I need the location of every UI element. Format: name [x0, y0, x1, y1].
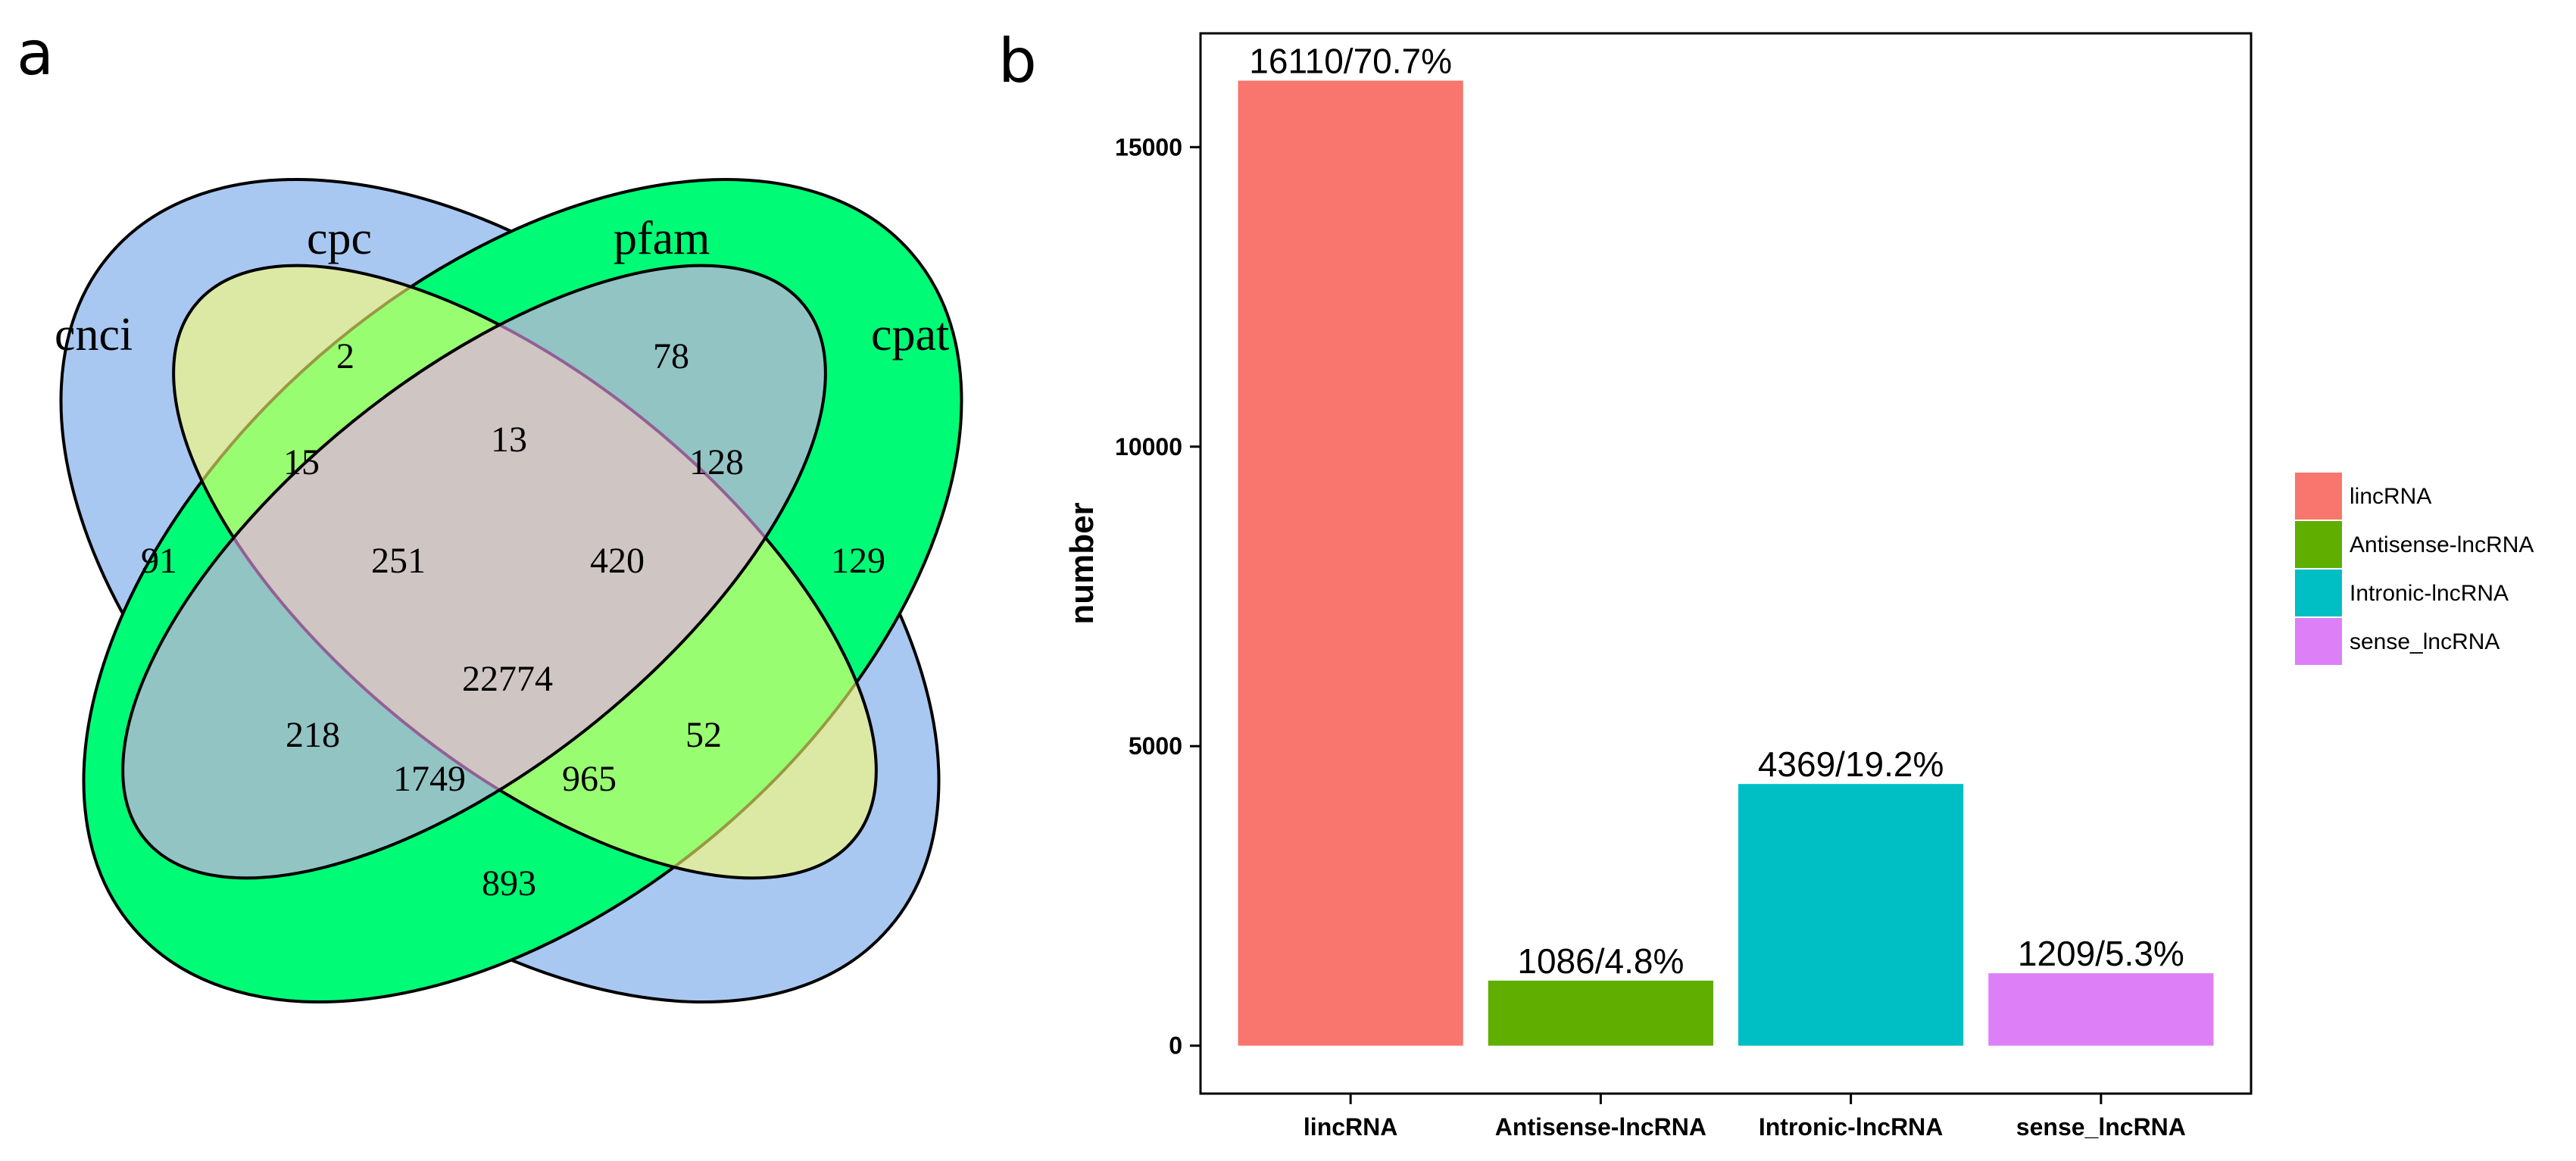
bar: [1238, 80, 1463, 1046]
x-tick-label: Antisense-lncRNA: [1495, 1113, 1706, 1141]
venn-region-count: 78: [653, 336, 689, 376]
legend-swatch: [2295, 570, 2342, 616]
bar-chart: b 0 5000 10000 15000 number 16110/70.7% 1086…: [998, 26, 2534, 1141]
venn-region-count: 2: [336, 336, 354, 376]
x-axis: lincRNA Antisense-lncRNA Intronic-lncRNA se…: [1304, 1094, 2186, 1141]
x-tick-label: Intronic-lncRNA: [1759, 1113, 1944, 1141]
venn-region-count: 22774: [462, 659, 553, 699]
bar-data-labels: 16110/70.7% 1086/4.8% 4369/19.2% 1209/5.3%: [1249, 41, 2184, 980]
legend-entry-label: Intronic-lncRNA: [2350, 581, 2509, 606]
legend-swatch: [2295, 618, 2342, 665]
venn-region-count: 420: [590, 541, 645, 581]
y-axis-title: number: [1063, 502, 1101, 624]
venn-region-count: 52: [685, 715, 722, 755]
bar-data-label: 1086/4.8%: [1517, 941, 1684, 981]
bars: [1238, 80, 2214, 1046]
panel-letter-b: b: [998, 26, 1037, 96]
venn-set-label-cpat: cpat: [871, 309, 949, 360]
venn-region-count: 129: [831, 541, 885, 581]
legend-entry-label: Antisense-lncRNA: [2350, 532, 2534, 557]
venn-region-count: 15: [283, 442, 320, 482]
bar-data-label: 16110/70.7%: [1249, 41, 1452, 80]
venn-set-label-pfam: pfam: [614, 213, 710, 264]
bar-data-label: 1209/5.3%: [2018, 934, 2184, 973]
y-tick-label: 5000: [1129, 732, 1182, 760]
legend-entry-label: lincRNA: [2350, 484, 2431, 509]
legend-swatch: [2295, 473, 2342, 520]
x-tick-label: sense_lncRNA: [2016, 1113, 2186, 1141]
panel-letter-a: a: [17, 18, 54, 89]
venn-diagram: a cnci cpc pfam cpat 91 2 78 129 15 13 1…: [17, 18, 963, 1003]
venn-region-count: 251: [371, 541, 426, 581]
bar: [1488, 980, 1713, 1046]
bar: [1738, 784, 1964, 1046]
bar-data-label: 4369/19.2%: [1758, 744, 1944, 784]
y-axis: 0 5000 10000 15000: [1115, 133, 1201, 1060]
venn-set-label-cpc: cpc: [307, 213, 372, 264]
venn-region-count: 13: [491, 420, 527, 460]
y-tick-label: 10000: [1115, 433, 1182, 460]
venn-region-count: 965: [562, 759, 617, 799]
y-tick-label: 15000: [1115, 133, 1182, 161]
venn-set-label-cnci: cnci: [55, 309, 133, 360]
venn-region-count: 128: [689, 442, 744, 482]
legend-swatch: [2295, 521, 2342, 568]
y-tick-label: 0: [1169, 1032, 1182, 1060]
venn-region-count: 893: [482, 863, 536, 904]
x-tick-label: lincRNA: [1304, 1113, 1397, 1141]
bar: [1988, 973, 2214, 1046]
legend: lincRNA Antisense-lncRNA Intronic-lncRNA se…: [2295, 473, 2534, 665]
venn-region-count: 1749: [393, 759, 466, 799]
venn-region-count: 91: [141, 541, 177, 581]
venn-set-pfam-ellipse: [121, 264, 827, 880]
venn-region-count: 218: [286, 715, 340, 755]
legend-entry-label: sense_lncRNA: [2350, 629, 2500, 654]
